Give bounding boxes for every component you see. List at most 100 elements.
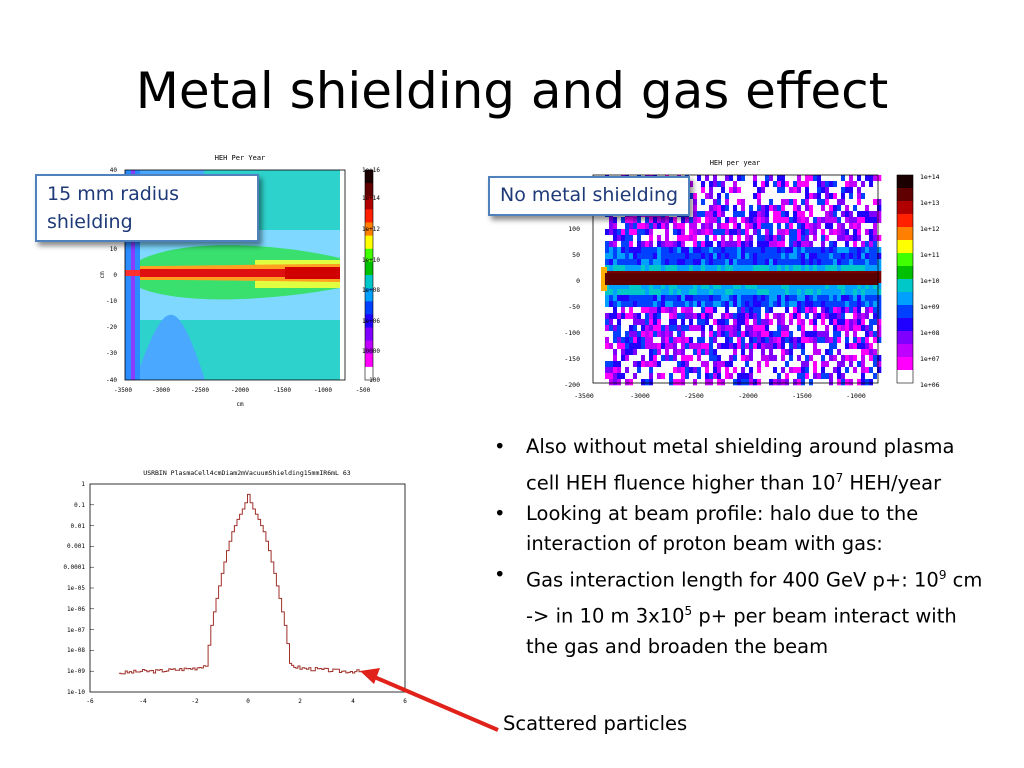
field-cell [769, 253, 774, 260]
field-cell [761, 379, 766, 386]
field-cell [845, 223, 850, 230]
field-cell [721, 253, 726, 260]
field-cell [609, 301, 614, 308]
field-cell [865, 313, 870, 320]
field-cell [709, 319, 714, 326]
cb-tick: 1e+13 [920, 199, 940, 207]
y-tick: 100 [568, 225, 580, 233]
cb-tick: 1e+11 [920, 251, 940, 259]
field-cell [821, 229, 826, 236]
field-cell [825, 289, 830, 296]
field-cell [749, 205, 754, 212]
field-cell [769, 301, 774, 308]
field-cell [657, 247, 662, 254]
field-cell [809, 361, 814, 368]
field-cell [693, 193, 698, 200]
field-cell [633, 379, 638, 386]
field-cell [773, 379, 778, 386]
field-cell [721, 223, 726, 230]
field-cell [853, 205, 858, 212]
field-cell [649, 343, 654, 350]
cb-tick: 1e+08 [362, 287, 380, 294]
field-cell [769, 235, 774, 242]
field-cell [853, 253, 858, 260]
field-cell [761, 241, 766, 248]
field-cell [725, 247, 730, 254]
field-cell [645, 319, 650, 326]
field-cell [753, 241, 758, 248]
field-cell [833, 247, 838, 254]
field-cell [693, 301, 698, 308]
field-cell [809, 319, 814, 326]
field-cell [833, 175, 838, 182]
field-cell [721, 313, 726, 320]
field-cell [797, 379, 802, 386]
field-cell [817, 241, 822, 248]
field-cell [617, 325, 622, 332]
field-cell [861, 325, 866, 332]
field-cell [697, 301, 702, 308]
field-cell [813, 343, 818, 350]
field-cell [653, 259, 658, 266]
field-cell [817, 205, 822, 212]
cb-tick: 1e+07 [920, 355, 940, 363]
field-cell [861, 247, 866, 254]
field-cell [857, 307, 862, 314]
field-cell [833, 325, 838, 332]
field-cell [769, 373, 774, 380]
field-cell [865, 307, 870, 314]
field-cell [833, 283, 838, 290]
field-cell [761, 283, 766, 290]
field-cell [825, 187, 830, 194]
field-cell [873, 193, 878, 200]
field-cell [857, 265, 862, 272]
field-cell [717, 289, 722, 296]
field-cell [769, 337, 774, 344]
y-tick: 40 [110, 167, 118, 174]
field-cell [801, 301, 806, 308]
field-cell [829, 181, 834, 188]
field-cell [769, 361, 774, 368]
field-cell [753, 301, 758, 308]
field-cell [789, 361, 794, 368]
x-tick: 4 [351, 698, 355, 705]
field-cell [605, 337, 610, 344]
field-cell [865, 205, 870, 212]
field-cell [825, 211, 830, 218]
field-cell [821, 343, 826, 350]
field-cell [765, 223, 770, 230]
field-cell [681, 259, 686, 266]
field-cell [705, 187, 710, 194]
field-cell [833, 379, 838, 386]
field-cell [741, 283, 746, 290]
field-cell [741, 379, 746, 386]
field-cell [741, 373, 746, 380]
field-cell [833, 349, 838, 356]
field-cell [649, 349, 654, 356]
y-tick: 1 [81, 481, 85, 488]
field-cell [717, 337, 722, 344]
field-cell [813, 187, 818, 194]
field-cell [861, 235, 866, 242]
field-cell [869, 367, 874, 374]
field-cell [841, 217, 846, 224]
field-cell [777, 253, 782, 260]
field-cell [853, 217, 858, 224]
field-cell [697, 265, 702, 272]
field-cell [729, 361, 734, 368]
field-cell [793, 373, 798, 380]
field-cell [833, 343, 838, 350]
field-cell [709, 211, 714, 218]
field-cell [729, 229, 734, 236]
field-cell [777, 193, 782, 200]
y-tick: 1e-06 [67, 606, 85, 613]
field-cell [805, 295, 810, 302]
field-cell [717, 217, 722, 224]
field-cell [605, 301, 610, 308]
field-cell [761, 343, 766, 350]
field-cell [857, 211, 862, 218]
field-cell [809, 175, 814, 182]
field-cell [869, 241, 874, 248]
field-cell [737, 355, 742, 362]
field-cell [849, 319, 854, 326]
